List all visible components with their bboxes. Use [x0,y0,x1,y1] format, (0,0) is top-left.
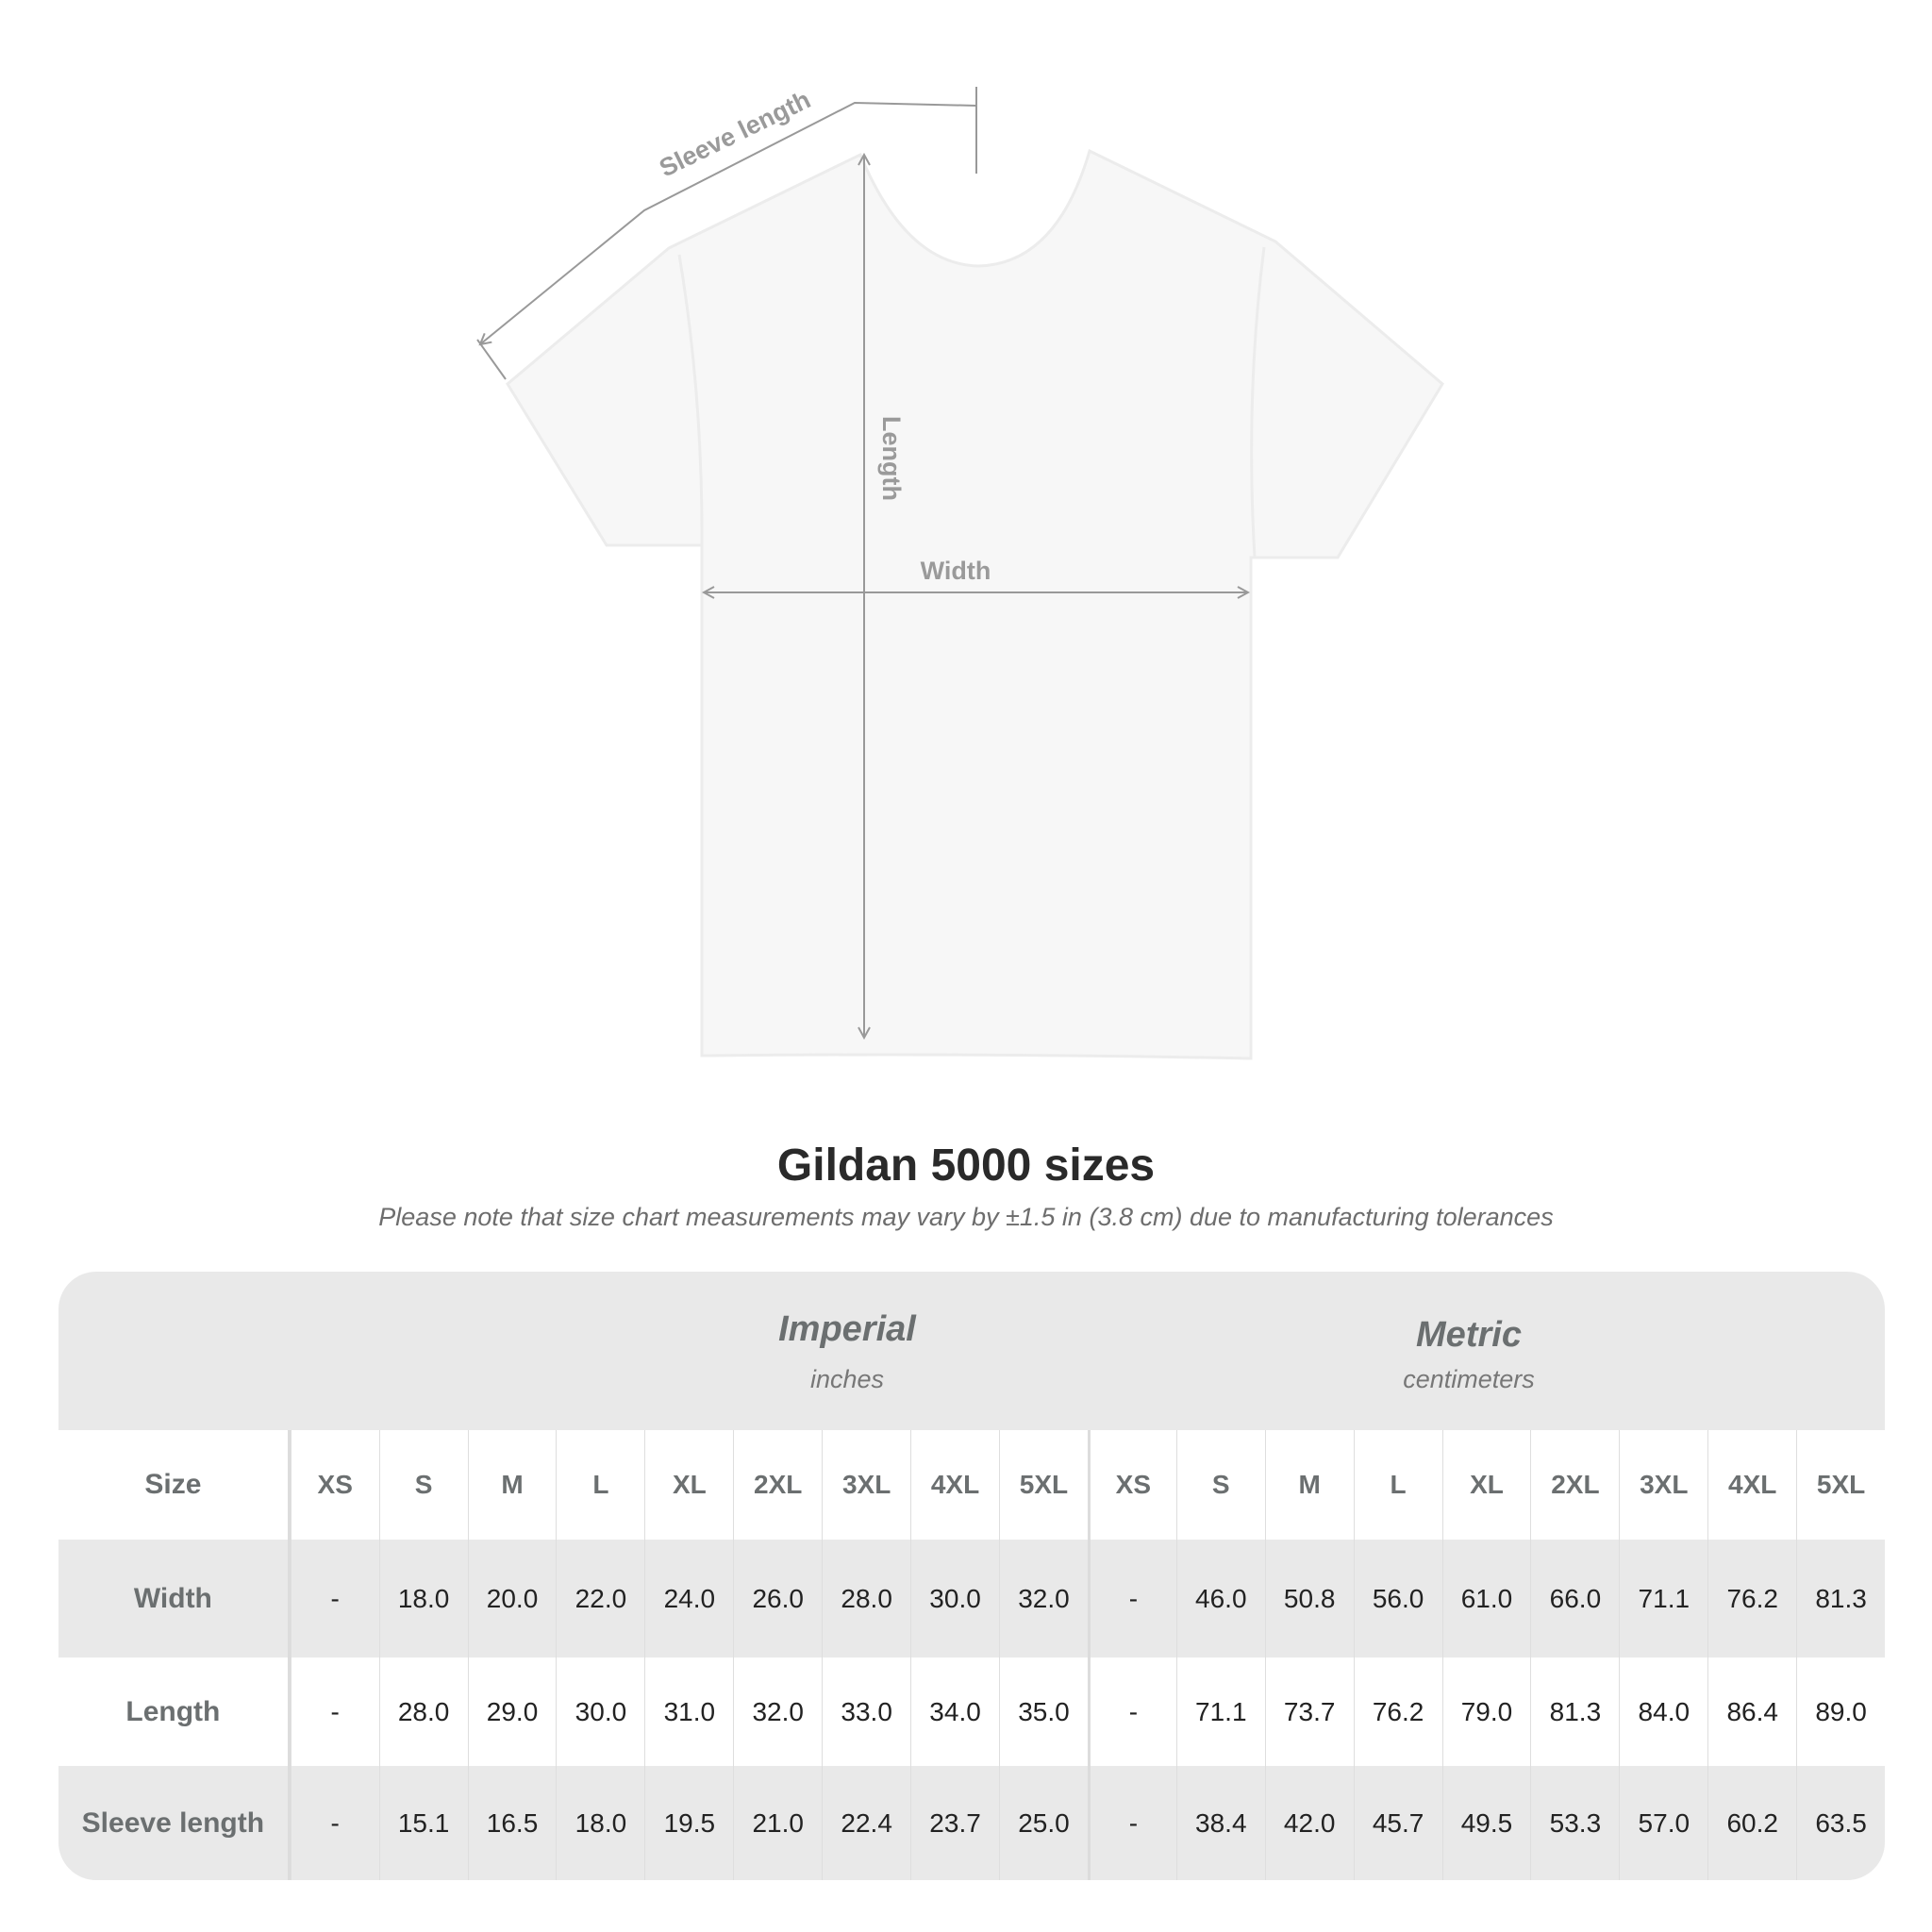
metric-size-5xl: 5XL [1796,1430,1885,1540]
imperial-size-s: S [378,1430,468,1540]
metric-value: 38.4 [1175,1766,1265,1880]
metric-header: Metric centimeters [1082,1272,1856,1430]
metric-value: 56.0 [1353,1540,1442,1657]
metric-value: 89.0 [1796,1657,1885,1766]
imperial-size-m: M [467,1430,557,1540]
units-header: Imperial inches Metric centimeters [58,1272,1885,1430]
metric-value: 46.0 [1175,1540,1265,1657]
imperial-unit: inches [809,1365,885,1393]
width-measure: Width [704,557,1248,592]
row-label: Width [58,1540,291,1657]
metric-value: 50.8 [1264,1540,1354,1657]
metric-value: 73.7 [1264,1657,1354,1766]
metric-value: 60.2 [1707,1766,1796,1880]
metric-title: Metric [1416,1315,1522,1355]
imperial-size-xs: XS [290,1430,379,1540]
metric-value: - [1087,1657,1176,1766]
imperial-size-5xl: 5XL [999,1430,1088,1540]
imperial-value: 20.0 [467,1540,557,1657]
metric-value: 66.0 [1530,1540,1619,1657]
tolerance-note: Please note that size chart measurements… [378,1203,1554,1231]
imperial-value: 24.0 [644,1540,733,1657]
imperial-size-3xl: 3XL [822,1430,910,1540]
imperial-size-xl: XL [644,1430,733,1540]
metric-size-4xl: 4XL [1707,1430,1796,1540]
metric-value: - [1087,1540,1176,1657]
metric-value: 84.0 [1619,1657,1707,1766]
imperial-value: 28.0 [378,1657,468,1766]
imperial-value: - [290,1766,379,1880]
imperial-value: 28.0 [822,1540,910,1657]
imperial-value: 32.0 [733,1657,822,1766]
metric-value: 71.1 [1619,1540,1707,1657]
metric-value: 71.1 [1175,1657,1265,1766]
imperial-value: 31.0 [644,1657,733,1766]
metric-value: 45.7 [1353,1766,1442,1880]
metric-value: 81.3 [1796,1540,1885,1657]
imperial-value: 30.0 [556,1657,644,1766]
metric-value: 79.0 [1441,1657,1531,1766]
metric-size-s: S [1175,1430,1265,1540]
imperial-value: 16.5 [467,1766,557,1880]
metric-value: - [1087,1766,1176,1880]
imperial-value: 18.0 [378,1540,468,1657]
row-label: Sleeve length [58,1766,291,1880]
metric-size-2xl: 2XL [1530,1430,1619,1540]
imperial-header: Imperial inches [460,1272,1234,1430]
metric-value: 63.5 [1796,1766,1885,1880]
metric-size-3xl: 3XL [1619,1430,1707,1540]
imperial-title: Imperial [778,1309,916,1349]
metric-value: 61.0 [1441,1540,1531,1657]
length-label: Length [877,416,906,501]
metric-size-xs: XS [1087,1430,1176,1540]
imperial-value: 19.5 [644,1766,733,1880]
table-row: Length -28.0 29.0 30.0 31.0 32.0 33.0 34.0 35.0-… [58,1657,1885,1766]
imperial-value: 23.7 [910,1766,999,1880]
metric-unit: centimeters [1403,1365,1535,1393]
imperial-value: 29.0 [467,1657,557,1766]
imperial-size-4xl: 4XL [910,1430,999,1540]
imperial-value: 21.0 [733,1766,822,1880]
width-label: Width [921,557,991,585]
size-table: Imperial inches Metric centimeters Size X… [58,1272,1885,1880]
metric-value: 76.2 [1707,1540,1796,1657]
sleeve-length-label: Sleeve length [655,85,815,182]
metric-size-xl: XL [1441,1430,1531,1540]
metric-size-m: M [1264,1430,1354,1540]
imperial-value: 26.0 [733,1540,822,1657]
metric-value: 49.5 [1441,1766,1531,1880]
imperial-value: - [290,1540,379,1657]
size-header-row: Size XS S M L XL 2XL 3XL 4XL 5XL XS S M L XL 2XL 3XL 4XL 5… [58,1430,1885,1540]
imperial-size-l: L [556,1430,644,1540]
tshirt-shape [506,148,1444,1060]
imperial-value: 15.1 [378,1766,468,1880]
imperial-value: 25.0 [999,1766,1088,1880]
metric-value: 81.3 [1530,1657,1619,1766]
imperial-value: 18.0 [556,1766,644,1880]
imperial-value: 32.0 [999,1540,1088,1657]
imperial-value: 35.0 [999,1657,1088,1766]
metric-value: 53.3 [1530,1766,1619,1880]
imperial-value: 30.0 [910,1540,999,1657]
tshirt-diagram: Sleeve length Length Width [476,85,1444,1060]
imperial-value: 22.4 [822,1766,910,1880]
imperial-value: 22.0 [556,1540,644,1657]
metric-value: 76.2 [1353,1657,1442,1766]
metric-value: 86.4 [1707,1657,1796,1766]
metric-value: 42.0 [1264,1766,1354,1880]
table-row: Width -18.0 20.0 22.0 24.0 26.0 28.0 30.0 32.0-4… [58,1540,1885,1657]
page-title: Gildan 5000 sizes [776,1141,1156,1191]
imperial-value: - [290,1657,379,1766]
metric-value: 57.0 [1619,1766,1707,1880]
metric-size-l: L [1353,1430,1442,1540]
imperial-value: 33.0 [822,1657,910,1766]
imperial-value: 34.0 [910,1657,999,1766]
row-label: Length [58,1657,291,1766]
table-row: Sleeve length -15.1 16.5 18.0 19.5 21.0 22.4 23… [58,1766,1885,1880]
size-label: Size [58,1430,291,1540]
imperial-size-2xl: 2XL [733,1430,822,1540]
